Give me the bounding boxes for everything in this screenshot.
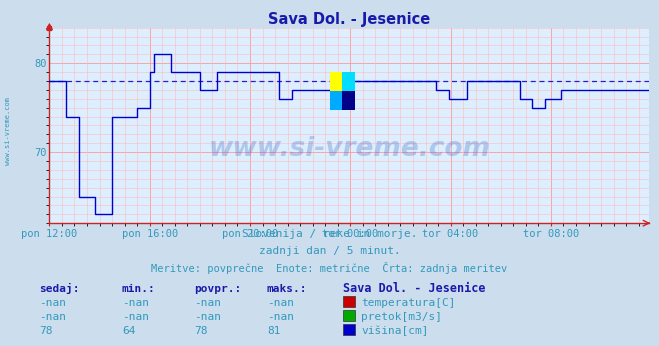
Text: -nan: -nan: [40, 298, 67, 308]
Text: 78: 78: [194, 326, 208, 336]
Text: maks.:: maks.:: [267, 284, 307, 294]
Text: povpr.:: povpr.:: [194, 284, 242, 294]
Text: 81: 81: [267, 326, 280, 336]
Text: 64: 64: [122, 326, 135, 336]
Text: www.si-vreme.com: www.si-vreme.com: [5, 98, 11, 165]
Bar: [330, 72, 342, 91]
Bar: [330, 91, 342, 110]
Bar: [342, 72, 355, 91]
Text: -nan: -nan: [267, 312, 294, 322]
Bar: [342, 91, 355, 110]
Text: sedaj:: sedaj:: [40, 283, 80, 294]
Text: -nan: -nan: [122, 312, 149, 322]
Text: -nan: -nan: [267, 298, 294, 308]
Text: Sava Dol. - Jesenice: Sava Dol. - Jesenice: [343, 282, 485, 295]
Text: temperatura[C]: temperatura[C]: [361, 298, 455, 308]
Text: -nan: -nan: [122, 298, 149, 308]
Text: -nan: -nan: [40, 312, 67, 322]
Text: Slovenija / reke in morje.: Slovenija / reke in morje.: [242, 229, 417, 239]
Text: min.:: min.:: [122, 284, 156, 294]
Text: višina[cm]: višina[cm]: [361, 326, 428, 336]
Text: Meritve: povprečne  Enote: metrične  Črta: zadnja meritev: Meritve: povprečne Enote: metrične Črta:…: [152, 262, 507, 274]
Title: Sava Dol. - Jesenice: Sava Dol. - Jesenice: [268, 11, 430, 27]
Text: -nan: -nan: [194, 298, 221, 308]
Text: -nan: -nan: [194, 312, 221, 322]
Text: www.si-vreme.com: www.si-vreme.com: [208, 136, 490, 162]
Text: pretok[m3/s]: pretok[m3/s]: [361, 312, 442, 322]
Text: zadnji dan / 5 minut.: zadnji dan / 5 minut.: [258, 246, 401, 256]
Text: 78: 78: [40, 326, 53, 336]
